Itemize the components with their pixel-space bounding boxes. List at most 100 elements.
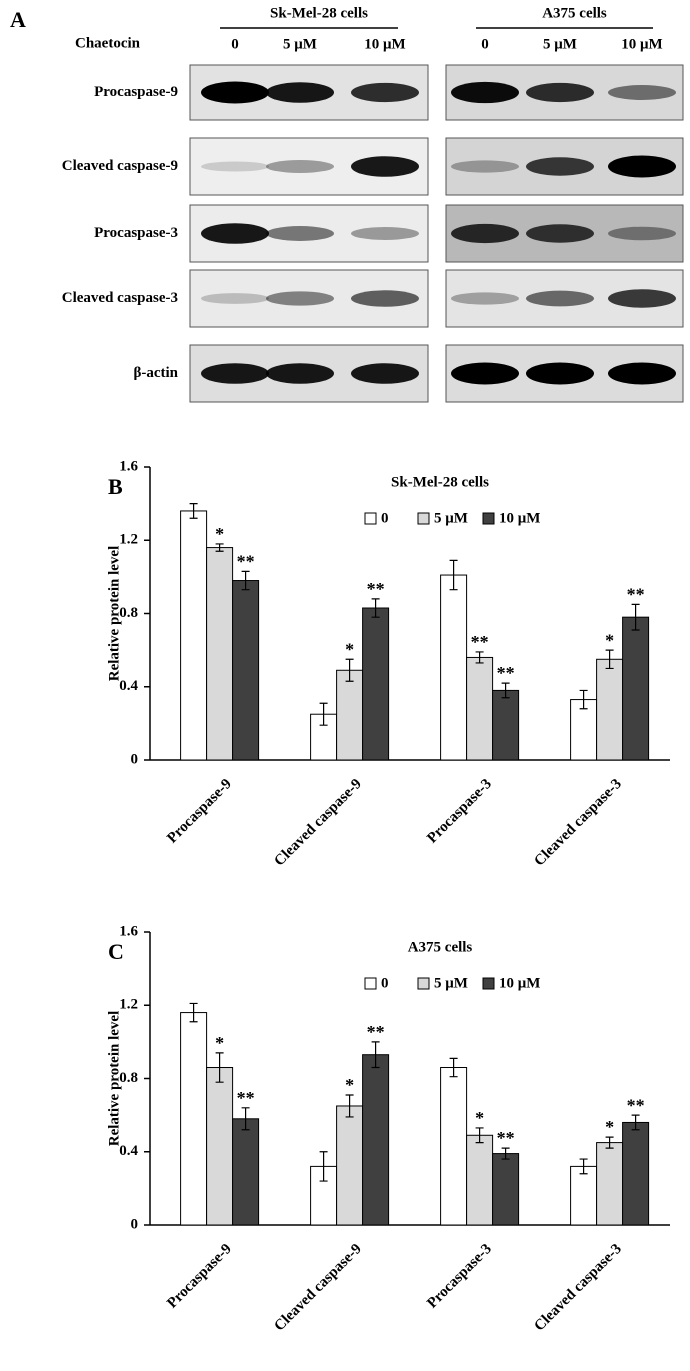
bar xyxy=(336,1105,364,1226)
legend-swatch xyxy=(482,512,495,525)
y-tick-label: 1.2 xyxy=(119,532,138,548)
row-label: Procaspase-3 xyxy=(94,225,178,241)
band xyxy=(351,363,419,384)
error-bar xyxy=(371,1041,380,1069)
band xyxy=(351,290,419,307)
significance-mark: ** xyxy=(497,663,515,683)
significance-mark: ** xyxy=(237,1088,255,1108)
y-tick-label: 0.8 xyxy=(119,1070,138,1086)
band xyxy=(351,82,419,103)
bar xyxy=(362,1054,390,1226)
significance-mark: * xyxy=(605,1117,614,1137)
x-tick-label: Cleaved caspase-3 xyxy=(531,1241,625,1335)
y-tick-label: 1.2 xyxy=(119,997,138,1013)
bar xyxy=(180,1012,208,1226)
significance-mark: * xyxy=(215,524,224,544)
bar xyxy=(466,656,494,761)
bar xyxy=(362,607,390,761)
legend-label: 0 xyxy=(381,510,389,526)
band xyxy=(526,224,594,243)
band xyxy=(201,161,269,172)
error-bar xyxy=(215,1052,224,1083)
error-bar xyxy=(475,1127,484,1144)
error-bar xyxy=(449,559,458,591)
band xyxy=(451,160,519,173)
row-label: Cleaved caspase-3 xyxy=(62,290,178,306)
legend-swatch xyxy=(417,512,430,525)
significance-mark: ** xyxy=(497,1128,515,1148)
band xyxy=(201,223,269,244)
x-tick-label: Procaspase-9 xyxy=(164,1241,235,1312)
error-bar xyxy=(501,1147,510,1160)
y-tick-label: 0 xyxy=(131,751,139,767)
band xyxy=(351,227,419,240)
significance-mark: ** xyxy=(471,632,489,652)
x-tick-label: Cleaved caspase-3 xyxy=(531,776,625,870)
row-label: Procaspase-9 xyxy=(94,84,178,100)
group-label: Sk-Mel-28 cells xyxy=(270,5,368,21)
x-tick-label: Procaspase-9 xyxy=(164,776,235,847)
band xyxy=(451,223,519,244)
bar xyxy=(622,616,650,761)
error-bar xyxy=(215,543,224,552)
lane-label: 10 μM xyxy=(621,36,662,52)
significance-mark: * xyxy=(215,1033,224,1053)
band xyxy=(526,362,594,385)
legend-label: 5 μM xyxy=(434,510,468,526)
error-bar xyxy=(319,1151,328,1182)
bar xyxy=(440,574,468,761)
lane-label: 0 xyxy=(231,36,239,52)
band xyxy=(351,156,419,177)
significance-mark: ** xyxy=(367,579,385,599)
band xyxy=(451,362,519,385)
y-tick-label: 0.8 xyxy=(119,605,138,621)
bar xyxy=(596,1142,624,1226)
lane-label: 10 μM xyxy=(364,36,405,52)
error-bar xyxy=(345,1094,354,1118)
panel-label: C xyxy=(108,939,124,964)
error-bar xyxy=(605,649,614,670)
significance-mark: ** xyxy=(627,1095,645,1115)
band xyxy=(526,157,594,176)
band xyxy=(201,81,269,104)
error-bar xyxy=(605,1136,614,1149)
error-bar xyxy=(579,1158,588,1175)
band xyxy=(201,363,269,384)
error-bar xyxy=(475,651,484,664)
legend-swatch xyxy=(417,977,430,990)
chart-title: Sk-Mel-28 cells xyxy=(391,474,489,490)
band xyxy=(266,226,334,241)
y-tick-label: 1.6 xyxy=(119,923,138,939)
band xyxy=(266,160,334,173)
x-tick-label: Procaspase-3 xyxy=(424,1241,495,1312)
y-tick-label: 0 xyxy=(131,1216,139,1232)
error-bar xyxy=(241,570,250,591)
error-bar xyxy=(631,1114,640,1131)
y-tick-label: 0.4 xyxy=(119,678,138,694)
chart-title: A375 cells xyxy=(408,939,473,955)
band xyxy=(201,293,269,304)
legend-label: 10 μM xyxy=(499,510,540,526)
bar xyxy=(492,1153,520,1226)
y-tick-label: 0.4 xyxy=(119,1143,138,1159)
legend-swatch xyxy=(482,977,495,990)
band xyxy=(451,292,519,305)
legend-swatch xyxy=(364,512,377,525)
error-bar xyxy=(631,603,640,631)
treatment-label: Chaetocin xyxy=(75,35,141,51)
band xyxy=(266,363,334,384)
legend-label: 10 μM xyxy=(499,975,540,991)
band xyxy=(266,82,334,103)
error-bar xyxy=(345,658,354,682)
band xyxy=(608,155,676,178)
band xyxy=(526,82,594,103)
significance-mark: ** xyxy=(237,552,255,572)
legend-label: 5 μM xyxy=(434,975,468,991)
lane-label: 0 xyxy=(481,36,489,52)
lane-label: 5 μM xyxy=(543,36,577,52)
group-label: A375 cells xyxy=(542,5,607,21)
bar xyxy=(570,1165,598,1226)
significance-mark: ** xyxy=(367,1022,385,1042)
error-bar xyxy=(371,598,380,618)
bar xyxy=(206,1067,234,1226)
